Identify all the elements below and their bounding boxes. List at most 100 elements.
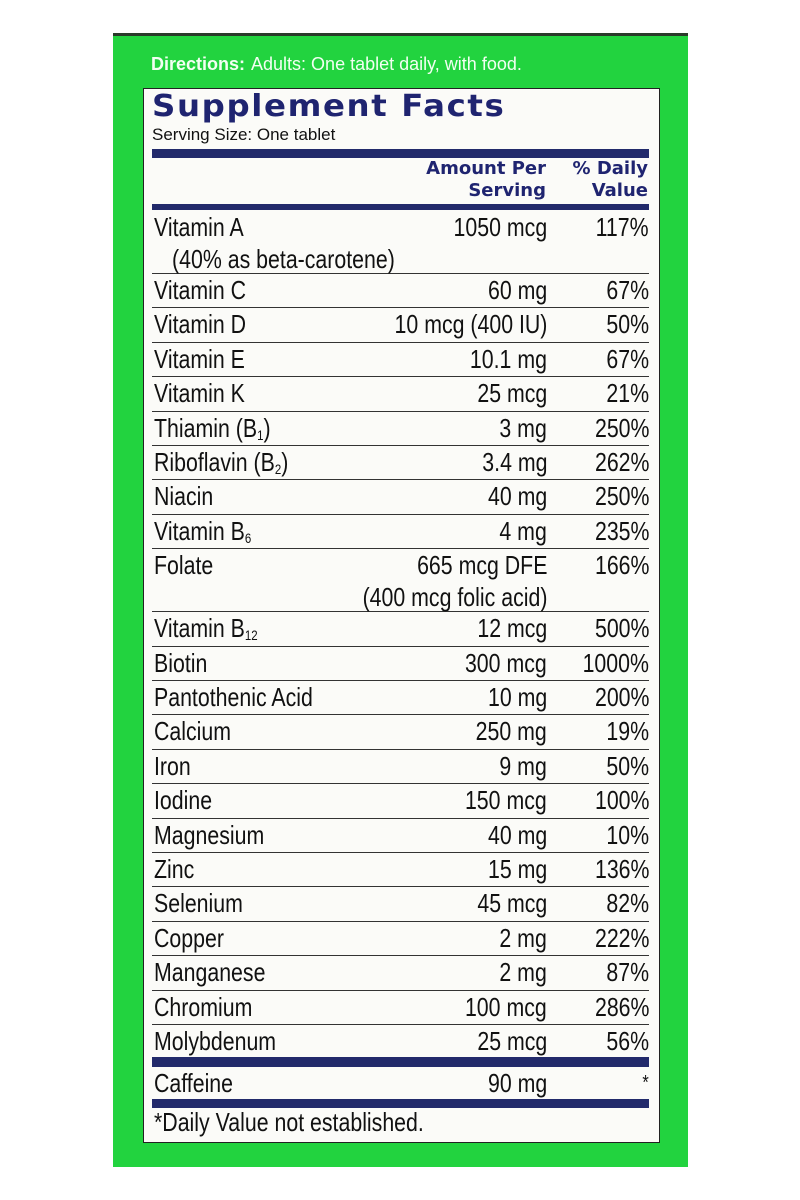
nutrient-row: Chromium 100 mcg 286% bbox=[152, 991, 649, 1025]
subscript: 6 bbox=[244, 529, 252, 546]
name-text: Vitamin K bbox=[154, 378, 245, 409]
nutrient-daily-value: 500% bbox=[594, 613, 649, 644]
nutrient-row: Vitamin B6 4 mg 235% bbox=[152, 515, 649, 550]
nutrient-row: Biotin 300 mcg 1000% bbox=[152, 647, 649, 681]
amount-text: 10 mcg (400 IU) bbox=[394, 309, 547, 340]
amount-text: 250 mg bbox=[475, 716, 547, 747]
nutrient-row: Pantothenic Acid 10 mg 200% bbox=[152, 681, 649, 716]
name-text: Copper bbox=[154, 922, 224, 953]
name-text: Manganese bbox=[154, 957, 266, 988]
directions-label: Directions: bbox=[151, 54, 246, 74]
divider-bar bbox=[152, 204, 649, 210]
nutrient-row: Vitamin A (40% as beta-carotene) 1050 mcg 1… bbox=[152, 211, 649, 274]
header-line: Amount Per bbox=[426, 158, 546, 179]
amount-text: 10 mg bbox=[487, 682, 547, 712]
name-text: Magnesium bbox=[154, 819, 265, 850]
nutrient-daily-value: 117% bbox=[596, 212, 649, 242]
nutrient-amount: 25 mcg bbox=[477, 377, 547, 409]
nutrient-daily-value: 250% bbox=[594, 481, 649, 512]
amount-text: 665 mcg DFE bbox=[416, 550, 547, 581]
nutrient-amount: 25 mcg bbox=[477, 1025, 547, 1057]
nutrient-row: Iron 9 mg 50% bbox=[152, 750, 649, 785]
nutrient-amount: 45 mcg bbox=[477, 887, 547, 919]
nutrient-name: Thiamin (B1) bbox=[154, 412, 271, 451]
nutrient-daily-value: 286% bbox=[594, 991, 649, 1022]
nutrient-amount: 3.4 mg bbox=[482, 446, 547, 478]
nutrient-daily-value: 222% bbox=[594, 922, 649, 953]
nutrient-amount: 40 mg bbox=[488, 819, 547, 851]
nutrient-amount: 100 mcg bbox=[465, 991, 547, 1023]
nutrient-daily-value: 82% bbox=[606, 888, 649, 919]
amount-text: 40 mg bbox=[487, 481, 547, 512]
nutrient-amount: 3 mg bbox=[500, 412, 547, 444]
nutrient-daily-value: 67% bbox=[606, 343, 649, 374]
nutrient-amount: 10 mg bbox=[488, 681, 547, 713]
amount-text: 2 mg bbox=[499, 922, 547, 953]
nutrient-name: Copper bbox=[154, 922, 224, 954]
nutrient-amount: 1050 mcg bbox=[453, 211, 547, 243]
nutrient-amount: 2 mg bbox=[500, 956, 547, 988]
nutrient-daily-value: 100% bbox=[594, 785, 649, 816]
amount-text: 2 mg bbox=[499, 957, 547, 988]
amount-text: 1050 mcg bbox=[453, 212, 547, 242]
nutrient-daily-value: 136% bbox=[594, 854, 649, 884]
daily-value-header: % Daily Value bbox=[573, 158, 648, 202]
name-text: Vitamin C bbox=[154, 275, 247, 305]
amount-text: 4 mg bbox=[499, 515, 547, 546]
nutrient-row: Copper 2 mg 222% bbox=[152, 922, 649, 957]
nutrient-daily-value: * bbox=[642, 1072, 649, 1094]
amount-text: 25 mcg bbox=[477, 1026, 547, 1056]
nutrient-name: Vitamin B6 bbox=[154, 515, 251, 554]
nutrient-row: Thiamin (B1) 3 mg 250% bbox=[152, 412, 649, 446]
nutrient-amount: 12 mcg bbox=[477, 612, 547, 644]
amount-text: 3.4 mg bbox=[481, 447, 547, 477]
nutrient-row: Vitamin K 25 mcg 21% bbox=[152, 377, 649, 412]
amount-text: 15 mg bbox=[487, 854, 547, 884]
name-text: Zinc bbox=[154, 854, 195, 884]
name-text: Vitamin D bbox=[154, 309, 247, 340]
nutrient-daily-value: 200% bbox=[594, 682, 649, 712]
divider-bar bbox=[152, 1099, 649, 1108]
directions-text: Adults: One tablet daily, with food. bbox=[251, 54, 522, 74]
nutrient-amount: 9 mg bbox=[500, 750, 547, 782]
name-text: Calcium bbox=[154, 716, 232, 747]
name-text: Vitamin B bbox=[154, 515, 245, 546]
caffeine-row: Caffeine 90 mg * bbox=[152, 1067, 649, 1099]
nutrient-name: Vitamin D bbox=[154, 308, 246, 340]
nutrient-name: Folate bbox=[154, 549, 213, 581]
amount-text: 60 mg bbox=[487, 275, 547, 305]
nutrient-row: Vitamin E 10.1 mg 67% bbox=[152, 343, 649, 378]
nutrient-daily-value: 50% bbox=[606, 309, 649, 340]
nutrient-amount: 150 mcg bbox=[465, 784, 547, 816]
nutrient-name: Niacin bbox=[154, 480, 213, 512]
amount-text: 12 mcg bbox=[477, 613, 547, 644]
amount-text: 10.1 mg bbox=[469, 343, 547, 374]
nutrient-row: Vitamin D 10 mcg (400 IU) 50% bbox=[152, 308, 649, 343]
nutrient-amount: 10 mcg (400 IU) bbox=[394, 308, 547, 340]
subscript: 12 bbox=[244, 627, 258, 644]
nutrient-amount: 40 mg bbox=[488, 480, 547, 512]
nutrient-daily-value: 166% bbox=[594, 550, 649, 581]
nutrient-name: Vitamin K bbox=[154, 377, 245, 409]
nutrient-amount: 300 mcg bbox=[465, 647, 547, 679]
name-text: Vitamin B bbox=[154, 613, 245, 644]
nutrient-row: Iodine 150 mcg 100% bbox=[152, 784, 649, 819]
nutrient-amount: 15 mg bbox=[488, 853, 547, 885]
nutrient-name: Manganese bbox=[154, 956, 265, 988]
divider-bar bbox=[152, 1057, 649, 1067]
amount-text: 40 mg bbox=[487, 819, 547, 850]
amount-text: 25 mcg bbox=[477, 378, 547, 409]
name-text: Folate bbox=[154, 550, 214, 581]
nutrient-amount: 60 mg bbox=[488, 274, 547, 306]
label-title: Supplement Facts bbox=[152, 89, 506, 124]
name-text: Thiamin (B bbox=[154, 412, 258, 443]
nutrient-name: Riboflavin (B2) bbox=[154, 446, 288, 485]
nutrient-row: Vitamin C 60 mg 67% bbox=[152, 274, 649, 309]
footnote: *Daily Value not established. bbox=[154, 1107, 424, 1137]
nutrient-name: Vitamin A (40% as beta-carotene) bbox=[154, 211, 395, 275]
nutrient-amount: 250 mg bbox=[476, 715, 547, 747]
name-text: Iodine bbox=[154, 785, 213, 816]
amount-text: 9 mg bbox=[499, 750, 547, 781]
nutrient-row: Riboflavin (B2) 3.4 mg 262% bbox=[152, 446, 649, 481]
nutrient-daily-value: 250% bbox=[594, 412, 649, 443]
